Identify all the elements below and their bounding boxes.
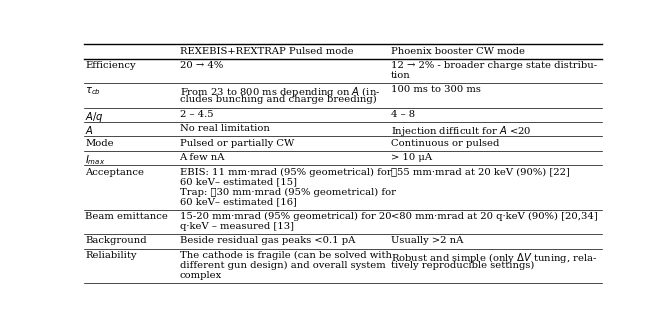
Text: Usually >2 nA: Usually >2 nA (391, 236, 464, 245)
Text: q·keV – measured [13]: q·keV – measured [13] (179, 222, 294, 231)
Text: 4 – 8: 4 – 8 (391, 110, 415, 119)
Text: REXEBIS+REXTRAP Pulsed mode: REXEBIS+REXTRAP Pulsed mode (179, 46, 353, 56)
Text: Background: Background (85, 236, 147, 245)
Text: Beam emittance: Beam emittance (85, 212, 168, 221)
Text: Mode: Mode (85, 139, 114, 148)
Text: $A/q$: $A/q$ (85, 110, 104, 124)
Text: No real limitation: No real limitation (179, 124, 270, 133)
Text: complex: complex (179, 271, 222, 280)
Text: ≲55 mm·mrad at 20 keV (90%) [22]: ≲55 mm·mrad at 20 keV (90%) [22] (391, 168, 570, 176)
Text: Robust and simple (only $\Delta V$ tuning, rela-: Robust and simple (only $\Delta V$ tunin… (391, 251, 597, 265)
Text: 15-20 mm·mrad (95% geometrical) for 20: 15-20 mm·mrad (95% geometrical) for 20 (179, 212, 391, 221)
Text: <80 mm·mrad at 20 q·keV (90%) [20,34]: <80 mm·mrad at 20 q·keV (90%) [20,34] (391, 212, 598, 221)
Text: 100 ms to 300 ms: 100 ms to 300 ms (391, 85, 481, 94)
Text: 2 – 4.5: 2 – 4.5 (179, 110, 213, 119)
Text: Efficiency: Efficiency (85, 61, 136, 70)
Text: 20 → 4%: 20 → 4% (179, 61, 223, 70)
Text: EBIS: 11 mm·mrad (95% geometrical) for: EBIS: 11 mm·mrad (95% geometrical) for (179, 168, 391, 177)
Text: Phoenix booster CW mode: Phoenix booster CW mode (391, 46, 525, 56)
Text: From 23 to 800 ms depending on $A$ (in-: From 23 to 800 ms depending on $A$ (in- (179, 85, 380, 99)
Text: 12 → 2% - broader charge state distribu-: 12 → 2% - broader charge state distribu- (391, 61, 597, 70)
Text: tively reproducible settings): tively reproducible settings) (391, 261, 535, 270)
Text: $A$: $A$ (85, 124, 94, 136)
Text: tion: tion (391, 71, 411, 80)
Text: A few nA: A few nA (179, 153, 225, 162)
Text: Trap: ≲30 mm·mrad (95% geometrical) for: Trap: ≲30 mm·mrad (95% geometrical) for (179, 188, 395, 197)
Text: Injection difficult for $A$ <20: Injection difficult for $A$ <20 (391, 124, 532, 138)
Text: cludes bunching and charge breeding): cludes bunching and charge breeding) (179, 95, 376, 105)
Text: Acceptance: Acceptance (85, 168, 145, 176)
Text: Continuous or pulsed: Continuous or pulsed (391, 139, 500, 148)
Text: 60 keV– estimated [15]: 60 keV– estimated [15] (179, 177, 296, 187)
Text: $\tau_{cb}$: $\tau_{cb}$ (85, 85, 101, 97)
Text: Beside residual gas peaks <0.1 pA: Beside residual gas peaks <0.1 pA (179, 236, 355, 245)
Text: Pulsed or partially CW: Pulsed or partially CW (179, 139, 294, 148)
Text: Reliability: Reliability (85, 251, 136, 260)
Text: $I_{max}$: $I_{max}$ (85, 153, 106, 167)
Text: > 10 μA: > 10 μA (391, 153, 432, 162)
Text: different gun design) and overall system: different gun design) and overall system (179, 261, 385, 270)
Text: 60 keV– estimated [16]: 60 keV– estimated [16] (179, 197, 296, 206)
Text: The cathode is fragile (can be solved with: The cathode is fragile (can be solved wi… (179, 251, 391, 260)
